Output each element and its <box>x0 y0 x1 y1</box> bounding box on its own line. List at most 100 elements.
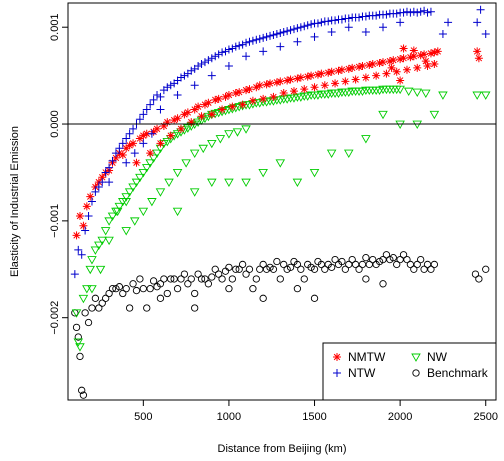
point-nmtw <box>324 68 333 77</box>
legend-marker-ntw <box>333 369 341 377</box>
point-benchmark <box>276 275 284 283</box>
point-nw <box>183 124 193 133</box>
point-nw <box>121 193 131 202</box>
point-nmtw <box>303 72 312 81</box>
x-axis: 500 1000 1500 2000 2500 <box>134 400 498 423</box>
point-ntw <box>344 23 353 32</box>
point-benchmark <box>163 289 171 298</box>
point-nw <box>189 120 200 129</box>
point-ntw <box>214 50 223 59</box>
point-ntw <box>324 17 333 26</box>
point-nw <box>100 227 111 236</box>
point-benchmark <box>293 260 302 269</box>
point-benchmark <box>167 275 175 283</box>
point-nmtw <box>327 67 336 76</box>
point-ntw <box>372 11 381 20</box>
point-nmtw <box>146 149 155 158</box>
point-nw <box>207 178 217 188</box>
point-nw <box>241 125 251 134</box>
point-benchmark <box>259 260 267 269</box>
point-nmtw <box>361 73 370 82</box>
point-nw <box>172 169 183 178</box>
point-ntw <box>416 7 425 16</box>
point-benchmark <box>475 275 483 283</box>
point-benchmark <box>235 265 243 273</box>
point-ntw <box>153 90 162 99</box>
point-benchmark <box>269 265 278 273</box>
point-nw <box>155 188 166 197</box>
point-ntw <box>139 110 148 119</box>
point-ntw <box>303 21 312 30</box>
point-nw <box>292 178 303 188</box>
point-benchmark <box>379 280 387 288</box>
point-nw <box>75 343 85 352</box>
point-benchmark <box>177 275 185 283</box>
point-nmtw <box>344 64 353 73</box>
point-nmtw <box>368 60 377 69</box>
point-benchmark <box>115 283 124 291</box>
point-nmtw <box>389 56 398 65</box>
point-ntw <box>129 124 138 133</box>
point-nw <box>87 256 97 265</box>
point-nmtw <box>242 86 251 95</box>
point-nw <box>138 207 149 217</box>
point-nmtw <box>197 112 206 121</box>
point-benchmark <box>228 275 237 283</box>
point-ntw <box>238 40 247 49</box>
point-ntw <box>382 10 391 19</box>
point-benchmark <box>122 284 130 293</box>
point-benchmark <box>389 254 397 262</box>
point-benchmark <box>427 265 435 273</box>
point-nmtw <box>211 95 220 104</box>
point-benchmark <box>300 275 308 283</box>
point-nmtw <box>426 49 435 58</box>
point-ntw <box>197 60 206 69</box>
point-benchmark <box>245 265 254 273</box>
point-ntw <box>139 139 148 148</box>
point-nmtw <box>421 57 430 66</box>
point-nmtw <box>163 118 172 127</box>
point-nmtw <box>159 121 168 130</box>
point-nmtw <box>170 116 179 125</box>
legend-label-benchmark: Benchmark <box>427 366 489 380</box>
point-ntw <box>118 139 127 148</box>
point-nmtw <box>293 74 302 83</box>
point-benchmark <box>273 257 281 266</box>
point-benchmark <box>102 294 110 302</box>
point-ntw <box>262 32 271 41</box>
point-benchmark <box>259 294 267 302</box>
point-nw <box>189 149 200 158</box>
point-ntw <box>70 270 79 279</box>
legend: NMTW NW NTW Benchmark <box>322 342 497 401</box>
point-nw <box>472 91 482 100</box>
point-nmtw <box>125 141 134 150</box>
point-ntw <box>211 52 220 61</box>
point-nmtw <box>86 192 95 201</box>
point-nmtw <box>139 131 148 140</box>
point-nmtw <box>135 134 144 143</box>
point-nmtw <box>190 105 199 114</box>
point-ntw <box>252 35 261 44</box>
point-benchmark <box>393 260 401 269</box>
point-ntw <box>194 61 203 70</box>
point-ntw <box>163 83 172 92</box>
point-nmtw <box>204 98 213 107</box>
point-ntw <box>379 23 388 32</box>
y-tick-label: −0.002 <box>49 301 61 335</box>
point-nmtw <box>118 151 127 160</box>
point-nw <box>82 285 92 294</box>
point-nmtw <box>409 46 418 55</box>
point-ntw <box>283 27 292 36</box>
point-ntw <box>399 8 408 17</box>
point-ntw <box>187 66 196 75</box>
point-benchmark <box>430 260 439 269</box>
point-nmtw <box>313 70 322 79</box>
point-nw <box>309 169 320 178</box>
series-benchmark <box>71 251 490 399</box>
point-ntw <box>286 26 295 35</box>
point-benchmark <box>119 289 127 298</box>
point-benchmark <box>156 294 165 302</box>
point-benchmark <box>471 270 480 278</box>
point-nmtw <box>132 158 141 167</box>
